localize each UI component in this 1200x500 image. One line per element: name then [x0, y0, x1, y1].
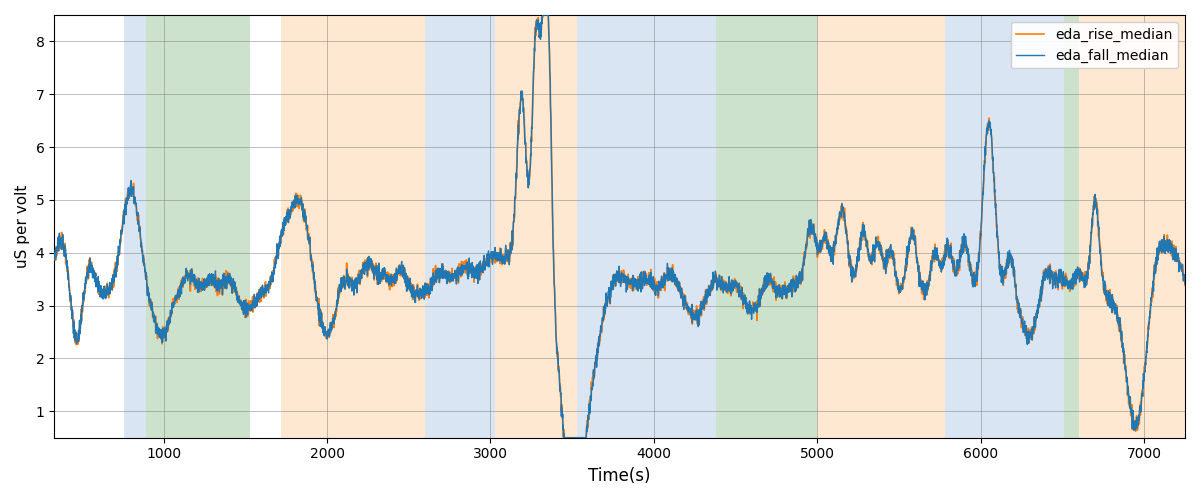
eda_rise_median [977, 164, 991, 170]
Line: eda_fall_median: eda_fall_median [54, 15, 1186, 438]
Bar [496, 15, 577, 438]
eda_fall_median [479, 262, 493, 268]
Bar [125, 15, 145, 438]
eda_fall_median [47, 250, 61, 256]
Bar [281, 15, 425, 438]
eda_fall_median [892, 283, 906, 289]
eda_fall_median [535, 12, 550, 18]
Legend: eda_rise_median, eda_fall_median: eda_rise_median, eda_fall_median [1010, 22, 1178, 68]
eda_rise_median [556, 434, 570, 440]
eda_fall_median [977, 166, 991, 172]
eda_rise_median [1178, 282, 1193, 288]
eda_fall_median [557, 434, 571, 440]
Bar [817, 15, 944, 438]
Bar [716, 15, 817, 438]
eda_rise_median [782, 283, 797, 289]
X-axis label: Time(s): Time(s) [588, 467, 650, 485]
Bar [1079, 15, 1186, 438]
Bar [944, 15, 1064, 438]
Bar [145, 15, 251, 438]
eda_rise_median [479, 262, 493, 268]
eda_rise_median [726, 278, 740, 283]
Bar [577, 15, 700, 438]
eda_rise_median [892, 283, 906, 289]
Bar [1064, 15, 1079, 438]
eda_rise_median [535, 12, 550, 18]
Bar [425, 15, 496, 438]
Line: eda_rise_median: eda_rise_median [54, 15, 1186, 438]
eda_rise_median [47, 250, 61, 256]
eda_fall_median [1178, 281, 1193, 287]
eda_fall_median [252, 296, 266, 302]
Y-axis label: uS per volt: uS per volt [16, 184, 30, 268]
eda_fall_median [782, 288, 797, 294]
Bar [700, 15, 716, 438]
eda_fall_median [726, 278, 740, 283]
eda_rise_median [252, 300, 266, 306]
